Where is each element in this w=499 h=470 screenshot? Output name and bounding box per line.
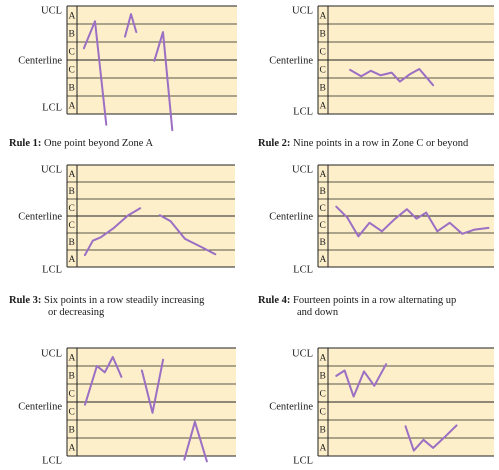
- zone-label-b: B: [69, 238, 75, 248]
- zone-label-b: B: [69, 426, 75, 436]
- caption-rule-4-line2: and down: [297, 307, 339, 318]
- caption-rule-4-text: Fourteen points in a row alternating up: [293, 295, 457, 306]
- zone-label-c: C: [69, 66, 75, 76]
- zone-label-b: B: [69, 84, 75, 94]
- lcl-label: LCL: [42, 103, 62, 114]
- zone-label-b: B: [320, 238, 326, 248]
- lcl-label: LCL: [293, 456, 313, 467]
- zone-label-c: C: [69, 408, 75, 418]
- caption-rule-3: Rule 3: Six points in a row steadily inc…: [9, 295, 204, 319]
- ucl-label: UCL: [292, 6, 313, 17]
- zone-label-c: C: [69, 48, 75, 58]
- zone-label-a: A: [320, 102, 327, 112]
- center-label: Centerline: [18, 212, 62, 223]
- zone-label-a: A: [320, 444, 327, 454]
- ucl-label: UCL: [41, 349, 62, 360]
- data-line-2: [404, 424, 458, 452]
- zone-label-a: A: [320, 12, 327, 22]
- data-line-3: [183, 420, 208, 463]
- zone-label-c: C: [320, 204, 326, 214]
- ucl-label: UCL: [41, 165, 62, 176]
- zone-label-b: B: [69, 372, 75, 382]
- caption-rule-4: Rule 4: Fourteen points in a row alterna…: [258, 295, 456, 319]
- ucl-label: UCL: [292, 349, 313, 360]
- center-label: Centerline: [18, 402, 62, 413]
- zone-label-b: B: [320, 426, 326, 436]
- zone-label-c: C: [320, 66, 326, 76]
- zone-label-a: A: [69, 12, 76, 22]
- center-label: Centerline: [269, 212, 313, 223]
- data-line-1: [349, 68, 435, 87]
- zone-label-c: C: [69, 204, 75, 214]
- lcl-label: LCL: [293, 107, 313, 118]
- data-line-1: [82, 20, 108, 126]
- zone-label-c: C: [320, 390, 326, 400]
- data-line-3: [153, 31, 174, 132]
- caption-rule-2-title: Rule 2:: [258, 138, 291, 149]
- center-label: Centerline: [269, 56, 313, 67]
- zone-label-b: B: [320, 30, 326, 40]
- caption-rule-3-text: Six points in a row steadily increasing: [44, 295, 205, 306]
- lcl-label: LCL: [293, 265, 313, 276]
- caption-rule-2: Rule 2: Nine points in a row in Zone C o…: [258, 138, 468, 150]
- zone-label-a: A: [69, 255, 76, 265]
- ucl-label: UCL: [292, 165, 313, 176]
- zone-label-c: C: [320, 408, 326, 418]
- data-line-1: [84, 356, 123, 406]
- caption-rule-1: Rule 1: One point beyond Zone A: [9, 138, 153, 150]
- data-line-1: [335, 363, 388, 398]
- zone-label-a: A: [69, 102, 76, 112]
- caption-rule-1-title: Rule 1:: [9, 138, 42, 149]
- caption-rule-1-text: One point beyond Zone A: [44, 138, 154, 149]
- center-label: Centerline: [18, 56, 62, 67]
- ucl-label: UCL: [41, 6, 62, 17]
- zone-label-a: A: [320, 170, 327, 180]
- zone-label-b: B: [69, 30, 75, 40]
- zone-label-c: C: [320, 221, 326, 231]
- zone-label-a: A: [69, 354, 76, 364]
- caption-rule-3-line2: or decreasing: [48, 307, 105, 318]
- caption-rule-3-title: Rule 3:: [9, 295, 42, 306]
- zone-label-b: B: [320, 372, 326, 382]
- zone-label-a: A: [320, 354, 327, 364]
- caption-rule-2-text: Nine points in a row in Zone C or beyond: [293, 138, 469, 149]
- caption-rule-4-title: Rule 4:: [258, 295, 291, 306]
- zone-label-b: B: [320, 84, 326, 94]
- zone-label-c: C: [320, 48, 326, 58]
- data-line-1: [335, 205, 490, 238]
- data-line-1: [83, 207, 142, 257]
- zone-label-c: C: [69, 390, 75, 400]
- lcl-label: LCL: [42, 456, 62, 467]
- data-line-2: [140, 358, 165, 414]
- zone-label-a: A: [69, 444, 76, 454]
- zone-label-c: C: [69, 221, 75, 231]
- zone-label-a: A: [320, 255, 327, 265]
- center-label: Centerline: [269, 402, 313, 413]
- zone-label-a: A: [69, 170, 76, 180]
- data-line-2: [124, 13, 138, 38]
- zone-label-b: B: [320, 187, 326, 197]
- lcl-label: LCL: [42, 265, 62, 276]
- data-line-2: [158, 214, 217, 256]
- zone-label-b: B: [69, 187, 75, 197]
